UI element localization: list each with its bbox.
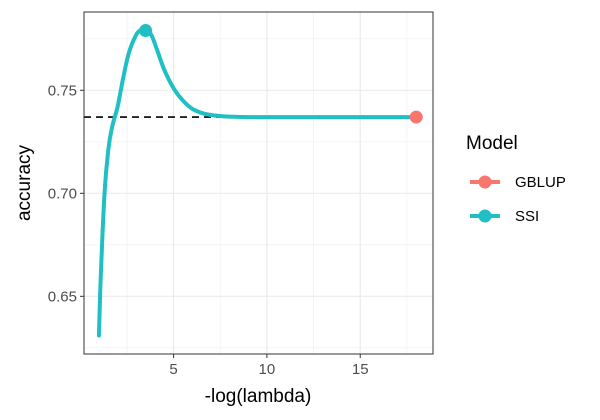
legend-entries: GBLUP SSI	[470, 174, 566, 225]
panel-background	[84, 12, 433, 354]
y-axis-ticks: 0.65 0.70 0.75	[48, 82, 84, 305]
point-gblup	[409, 110, 423, 124]
y-axis-title: accuracy	[14, 144, 35, 221]
y-tick-label: 0.75	[48, 82, 77, 99]
grid	[84, 12, 433, 354]
x-tick-label: 15	[352, 361, 369, 378]
legend-key-point-gblup	[478, 175, 492, 189]
points-group	[139, 24, 423, 124]
x-axis-ticks: 5 10 15	[169, 354, 369, 378]
legend-label-ssi: SSI	[515, 208, 539, 225]
legend: Model GBLUP SSI	[466, 133, 566, 225]
panel-border	[83, 11, 434, 355]
legend-key-point-ssi	[478, 209, 492, 223]
legend-title: Model	[466, 133, 518, 154]
x-tick-label: 10	[259, 361, 276, 378]
point-ssi	[139, 24, 153, 38]
y-tick-label: 0.70	[48, 185, 77, 202]
legend-label-gblup: GBLUP	[515, 174, 566, 191]
x-axis-title: -log(lambda)	[205, 386, 312, 407]
x-tick-label: 5	[169, 361, 177, 378]
y-tick-label: 0.65	[48, 288, 77, 305]
series-group	[96, 27, 419, 338]
series-line-ssi	[96, 27, 419, 338]
